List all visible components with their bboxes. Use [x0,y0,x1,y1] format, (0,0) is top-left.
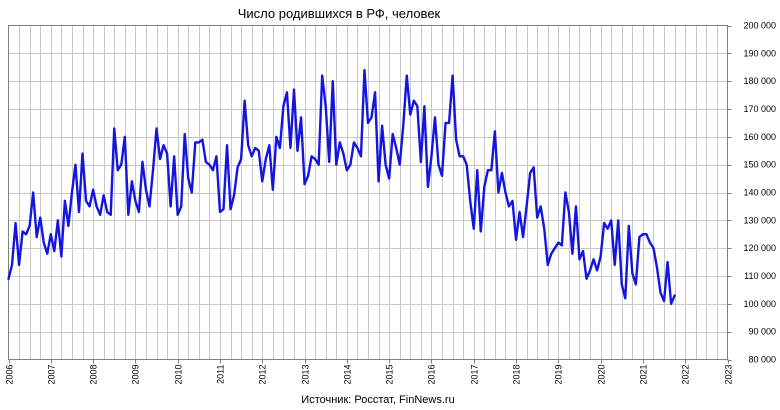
x-tick-label: 2008 [89,365,99,385]
x-tick-label: 2009 [131,365,141,385]
y-axis: 80 000 90 000 100 000 110 000 120 000 130 000… [727,21,776,365]
y-tick-label: 180 000 [743,76,776,86]
x-tick-label: 2019 [554,365,564,385]
x-tick-label: 2010 [174,365,184,385]
x-tick-label: 2016 [427,365,437,385]
source-note: Источник: Росстат, FinNews.ru [301,394,454,406]
y-tick-label: 80 000 [748,355,776,365]
x-tick-label: 2013 [301,365,311,385]
x-tick-label: 2012 [258,365,268,385]
y-tick-label: 170 000 [743,104,776,114]
y-tick-label: 110 000 [744,271,776,281]
births-series-line [7,68,676,306]
chart-title: Число родившихся в РФ, человек [238,6,441,21]
plot-frame [8,25,728,360]
x-tick-label: 2018 [512,365,522,385]
x-tick-label: 2021 [639,365,649,385]
y-tick-label: 120 000 [743,243,776,253]
x-tick-label: 2020 [597,365,607,385]
x-tick-label: 2015 [385,365,395,385]
grid [8,25,728,360]
y-tick-label: 140 000 [743,188,776,198]
x-tick-label: 2022 [681,365,691,385]
x-tick-label: 2017 [470,365,480,385]
y-tick-label: 90 000 [748,327,776,337]
x-tick-label: 2014 [343,365,353,385]
y-tick-label: 160 000 [743,132,776,142]
x-tick-label: 2023 [724,365,734,385]
x-tick-label: 2007 [47,365,57,385]
x-tick-label: 2006 [5,365,15,385]
y-tick-label: 150 000 [743,160,776,170]
y-tick-label: 130 000 [743,215,776,225]
x-tick-label: 2011 [216,365,226,384]
y-tick-label: 200 000 [743,21,776,31]
x-axis: 2006 2007 2008 2009 2010 2011 2012 2013 2014 2015… [5,359,734,385]
y-tick-label: 100 000 [743,299,776,309]
y-tick-label: 190 000 [743,48,776,58]
